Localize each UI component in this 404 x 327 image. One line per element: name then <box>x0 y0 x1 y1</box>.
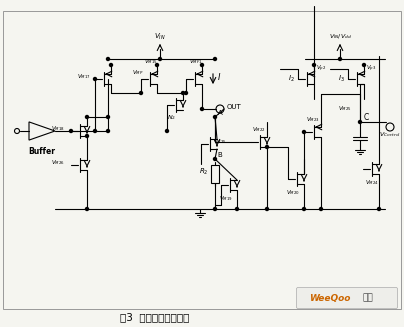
Text: $N_2$: $N_2$ <box>168 113 177 122</box>
Circle shape <box>86 115 88 118</box>
Text: $V_{Control}$: $V_{Control}$ <box>379 130 401 139</box>
Circle shape <box>166 129 168 132</box>
Text: $I_3$: $I_3$ <box>338 74 344 84</box>
Circle shape <box>339 58 341 60</box>
Text: A: A <box>218 110 222 116</box>
Text: $V_{M20}$: $V_{M20}$ <box>286 189 300 198</box>
Circle shape <box>358 121 362 124</box>
Circle shape <box>313 63 316 66</box>
Text: $V_{M18}$: $V_{M18}$ <box>51 125 65 133</box>
Text: B: B <box>218 152 222 158</box>
Text: $V_{M17}$: $V_{M17}$ <box>77 73 91 81</box>
Circle shape <box>93 77 97 80</box>
Circle shape <box>213 115 217 118</box>
Text: $V_{p3}$: $V_{p3}$ <box>366 64 376 74</box>
Text: $I$: $I$ <box>217 72 221 82</box>
Circle shape <box>107 115 109 118</box>
Circle shape <box>200 63 204 66</box>
Circle shape <box>213 158 217 161</box>
Circle shape <box>185 92 187 95</box>
Circle shape <box>265 208 269 211</box>
Text: $V_{M23}$: $V_{M23}$ <box>306 115 320 125</box>
Bar <box>211 165 219 183</box>
Text: $V_{M25}$: $V_{M25}$ <box>338 105 352 113</box>
Text: $V_{MP}$: $V_{MP}$ <box>132 69 144 77</box>
Circle shape <box>86 208 88 211</box>
Circle shape <box>303 208 305 211</box>
Circle shape <box>93 129 97 132</box>
Text: $V_{p2}$: $V_{p2}$ <box>316 64 326 74</box>
Circle shape <box>377 208 381 211</box>
Circle shape <box>181 92 185 95</box>
Circle shape <box>213 208 217 211</box>
Circle shape <box>213 58 217 60</box>
Circle shape <box>156 63 158 66</box>
Text: $V_{MF1}$: $V_{MF1}$ <box>189 58 203 66</box>
Text: $V_{M22}$: $V_{M22}$ <box>252 126 266 134</box>
Text: OUT: OUT <box>227 104 241 110</box>
Circle shape <box>107 58 109 60</box>
Text: 图3  浪涌电流控制电路: 图3 浪涌电流控制电路 <box>120 312 190 322</box>
Circle shape <box>139 92 143 95</box>
Circle shape <box>265 146 269 148</box>
Text: $V_{M26}$: $V_{M26}$ <box>51 159 65 167</box>
Circle shape <box>320 208 322 211</box>
Text: $V_{M19}$: $V_{M19}$ <box>219 195 233 203</box>
Text: C: C <box>363 112 368 122</box>
Circle shape <box>200 108 204 111</box>
Text: $R_2$: $R_2$ <box>199 167 209 177</box>
Text: 维库: 维库 <box>363 294 373 302</box>
Text: $V_{M15}$: $V_{M15}$ <box>144 58 158 66</box>
Text: $V_{M25}$: $V_{M25}$ <box>213 138 227 146</box>
FancyBboxPatch shape <box>297 287 398 308</box>
Text: $I_2$: $I_2$ <box>288 74 295 84</box>
Text: WeeQoo: WeeQoo <box>309 294 351 302</box>
Circle shape <box>86 134 88 137</box>
Text: Buffer: Buffer <box>29 146 55 156</box>
Circle shape <box>109 63 112 66</box>
Circle shape <box>236 208 238 211</box>
Circle shape <box>107 129 109 132</box>
Circle shape <box>69 129 72 132</box>
Circle shape <box>158 58 162 60</box>
Circle shape <box>303 130 305 133</box>
Text: $V_{M24}$: $V_{M24}$ <box>365 179 379 187</box>
Text: $V_{IN}/V_{dd}$: $V_{IN}/V_{dd}$ <box>328 33 351 42</box>
Text: $V_{IN}$: $V_{IN}$ <box>154 32 166 42</box>
Circle shape <box>362 63 366 66</box>
